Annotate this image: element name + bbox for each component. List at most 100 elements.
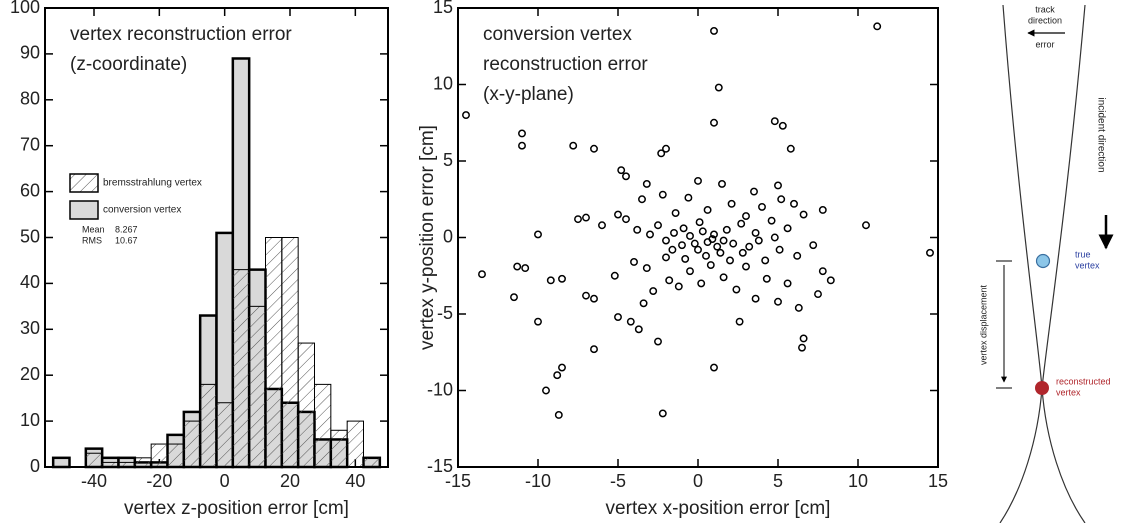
histogram-bar [248, 305, 267, 468]
scatter-point [873, 22, 882, 31]
histogram-bar [281, 237, 299, 468]
scatter-point [708, 235, 717, 243]
scatter-point [742, 262, 750, 271]
scatter-point [710, 118, 718, 127]
scatter-point [735, 317, 744, 326]
scatter-point [774, 297, 782, 306]
scatter-point [799, 334, 808, 343]
true-vertex: vertex [1075, 260, 1100, 270]
plot-frame [457, 7, 939, 468]
scatter-point [626, 317, 635, 326]
legend-label: conversion vertex [103, 205, 181, 216]
histogram-bar [150, 443, 169, 468]
reconstructed-vertex-dot [1035, 381, 1049, 395]
y-tick-label: 40 [20, 272, 40, 292]
scatter-point [649, 287, 658, 295]
scatter-point [670, 228, 678, 237]
scatter-point [574, 215, 582, 224]
histogram-bar [216, 402, 234, 468]
y-tick-label: 20 [20, 364, 40, 384]
y-tick-label: 60 [20, 180, 40, 200]
histogram-bar [167, 443, 185, 468]
x-tick-label: -10 [525, 471, 551, 491]
scatter-point [777, 195, 786, 204]
scatter-point [790, 199, 798, 208]
scatter-point [657, 149, 666, 158]
scatter-point [818, 206, 827, 214]
scatter-point [809, 241, 818, 250]
scatter-point [681, 254, 690, 263]
legend-label: bremsstrahlung vertex [103, 178, 202, 189]
scatter-point [638, 195, 646, 204]
scatter-point [622, 172, 630, 181]
diagram: track direction error incident direction… [978, 4, 1114, 523]
scatter-point [783, 224, 792, 233]
scatter-point [694, 245, 702, 254]
y-tick-label: 70 [20, 134, 40, 154]
scatter-point [646, 230, 654, 239]
scatter-point [630, 258, 638, 266]
scatter-point [590, 345, 598, 354]
y-tick-label: 10 [20, 410, 40, 430]
scatter-point [518, 129, 526, 138]
incident-direction: incident direction [1095, 97, 1106, 172]
scatter-point [617, 166, 626, 175]
scatter-point [714, 83, 723, 92]
scatter-point [478, 270, 486, 279]
track-curve [1002, 4, 1086, 523]
histogram-bar [85, 452, 103, 468]
scatter-point [814, 290, 822, 299]
scatter-point [690, 239, 699, 248]
x-tick-label: 15 [928, 471, 948, 491]
y-tick-label: 90 [20, 43, 40, 63]
annotation: vertex reconstruction error [70, 24, 292, 45]
histogram-bar [330, 429, 348, 468]
scatter-point [719, 273, 728, 282]
scatter-point [633, 225, 642, 234]
track-direction: direction [1028, 15, 1062, 25]
scatter-point [737, 219, 746, 228]
y-axis-label: vertex y-position error [cm] [417, 125, 438, 350]
y-tick-label: 30 [20, 318, 40, 338]
x-tick-label: 0 [220, 471, 230, 491]
x-tick-label: 5 [773, 471, 783, 491]
error-label: error [1035, 39, 1054, 49]
scatter-point [513, 262, 522, 271]
plot-frame [44, 7, 389, 468]
scatter-point [729, 239, 738, 248]
legend-swatch [69, 173, 99, 193]
scatter-point [662, 253, 670, 262]
scatter-point [510, 293, 518, 302]
y-tick-label: 50 [20, 226, 40, 246]
x-tick-label: -15 [445, 471, 471, 491]
x-tick-label: -20 [146, 471, 172, 491]
scatter-point [671, 209, 680, 217]
scatter-point [546, 276, 555, 285]
scatter-point [767, 216, 776, 225]
stat-label: Mean [82, 224, 105, 234]
track-direction: track [1035, 4, 1055, 14]
histogram-bar [232, 269, 250, 468]
scatter-point [738, 248, 747, 257]
scatter-point [926, 248, 934, 257]
scatter-point [710, 27, 718, 35]
x-axis-label: vertex z-position error [cm] [124, 498, 349, 519]
scatter-point [703, 206, 712, 214]
scatter-point [799, 210, 808, 219]
histogram-bar [297, 342, 315, 468]
scatter-point [698, 227, 707, 236]
scatter-point [761, 256, 770, 265]
scatter-point [679, 224, 688, 233]
scatter-point [658, 190, 667, 199]
scatter-point [758, 202, 766, 211]
scatter-point [558, 363, 566, 372]
scatter-point [542, 386, 550, 395]
x-tick-label: 10 [848, 471, 868, 491]
scatter-point [718, 180, 726, 188]
scatter-point [732, 285, 741, 294]
scatter-point [783, 279, 792, 288]
histogram-bar [134, 457, 152, 468]
true-vertex: true [1075, 249, 1091, 259]
scatter-point [518, 141, 526, 150]
scatter-point [710, 363, 718, 372]
